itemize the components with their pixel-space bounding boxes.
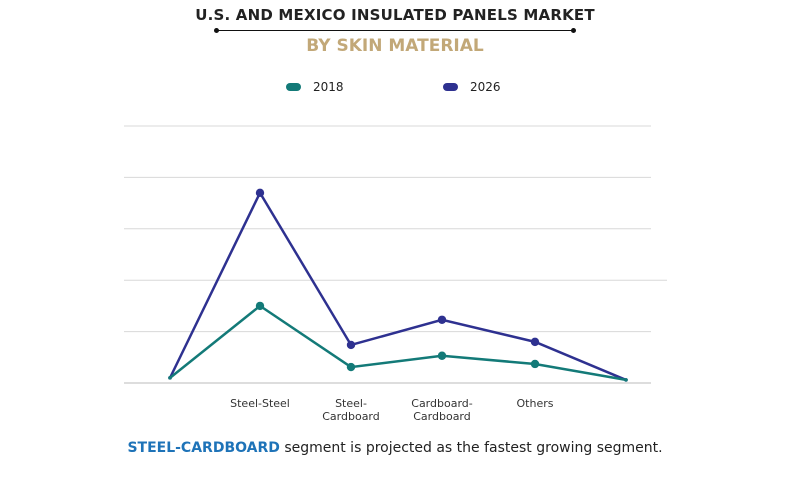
- chart-title: U.S. AND MEXICO INSULATED PANELS MARKET: [195, 6, 595, 24]
- title-divider: [214, 28, 576, 33]
- x-tick-label: Steel-Cardboard: [322, 397, 380, 423]
- data-point-2018: [255, 301, 265, 311]
- data-point-2018: [530, 359, 540, 369]
- x-tick-label: Others: [517, 397, 554, 410]
- series-line-2026: [168, 190, 627, 382]
- data-point-2018: [624, 378, 628, 382]
- legend-label: 2026: [470, 80, 501, 94]
- legend-swatch-icon: [286, 83, 301, 91]
- legend-item-2018: 2018: [286, 80, 344, 94]
- data-point-2026: [530, 337, 540, 347]
- chart-subtitle: BY SKIN MATERIAL: [306, 36, 484, 56]
- legend-label: 2018: [313, 80, 344, 94]
- data-point-2018: [168, 376, 172, 380]
- series-line-2018: [169, 304, 627, 382]
- legend-swatch-icon: [443, 83, 458, 91]
- footer-text: segment is projected as the fastest grow…: [279, 440, 663, 456]
- x-tick-label: Steel-Steel: [230, 397, 290, 410]
- data-point-2018: [437, 351, 447, 360]
- data-point-2018: [346, 362, 356, 372]
- x-tick-label: Cardboard-Cardboard: [411, 397, 472, 423]
- data-point-2026: [437, 315, 447, 324]
- data-point-2026: [255, 188, 265, 198]
- data-point-2026: [346, 340, 356, 350]
- highlight-segment: STEEL-CARDBOARD: [127, 440, 280, 456]
- legend-item-2026: 2026: [443, 80, 501, 94]
- footer-note: STEEL-CARDBOARD segment is projected as …: [0, 440, 790, 456]
